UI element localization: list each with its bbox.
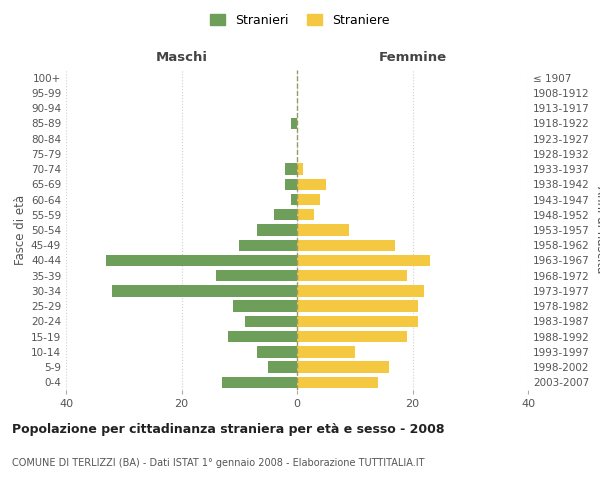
Text: Maschi: Maschi xyxy=(155,51,208,64)
Bar xyxy=(245,316,297,327)
Bar xyxy=(222,376,297,388)
Bar xyxy=(297,346,355,358)
Legend: Stranieri, Straniere: Stranieri, Straniere xyxy=(205,8,395,32)
Bar xyxy=(297,376,378,388)
Bar xyxy=(297,285,424,296)
Y-axis label: Anni di nascita: Anni di nascita xyxy=(594,186,600,274)
Bar xyxy=(297,331,407,342)
Bar xyxy=(291,118,297,129)
Bar xyxy=(297,316,418,327)
Bar xyxy=(291,194,297,205)
Bar xyxy=(297,224,349,235)
Bar xyxy=(112,285,297,296)
Y-axis label: Fasce di età: Fasce di età xyxy=(14,195,27,265)
Bar xyxy=(257,224,297,235)
Bar xyxy=(286,164,297,175)
Bar xyxy=(274,209,297,220)
Bar xyxy=(106,255,297,266)
Bar xyxy=(297,164,303,175)
Bar xyxy=(228,331,297,342)
Bar xyxy=(297,300,418,312)
Bar xyxy=(286,178,297,190)
Bar xyxy=(297,178,326,190)
Bar xyxy=(297,255,430,266)
Bar xyxy=(216,270,297,281)
Text: COMUNE DI TERLIZZI (BA) - Dati ISTAT 1° gennaio 2008 - Elaborazione TUTTITALIA.I: COMUNE DI TERLIZZI (BA) - Dati ISTAT 1° … xyxy=(12,458,425,468)
Bar xyxy=(297,362,389,373)
Bar xyxy=(297,194,320,205)
Bar xyxy=(257,346,297,358)
Bar xyxy=(297,209,314,220)
Text: Popolazione per cittadinanza straniera per età e sesso - 2008: Popolazione per cittadinanza straniera p… xyxy=(12,422,445,436)
Text: Femmine: Femmine xyxy=(379,51,446,64)
Bar xyxy=(297,240,395,251)
Bar xyxy=(233,300,297,312)
Bar xyxy=(297,270,407,281)
Bar xyxy=(239,240,297,251)
Bar xyxy=(268,362,297,373)
